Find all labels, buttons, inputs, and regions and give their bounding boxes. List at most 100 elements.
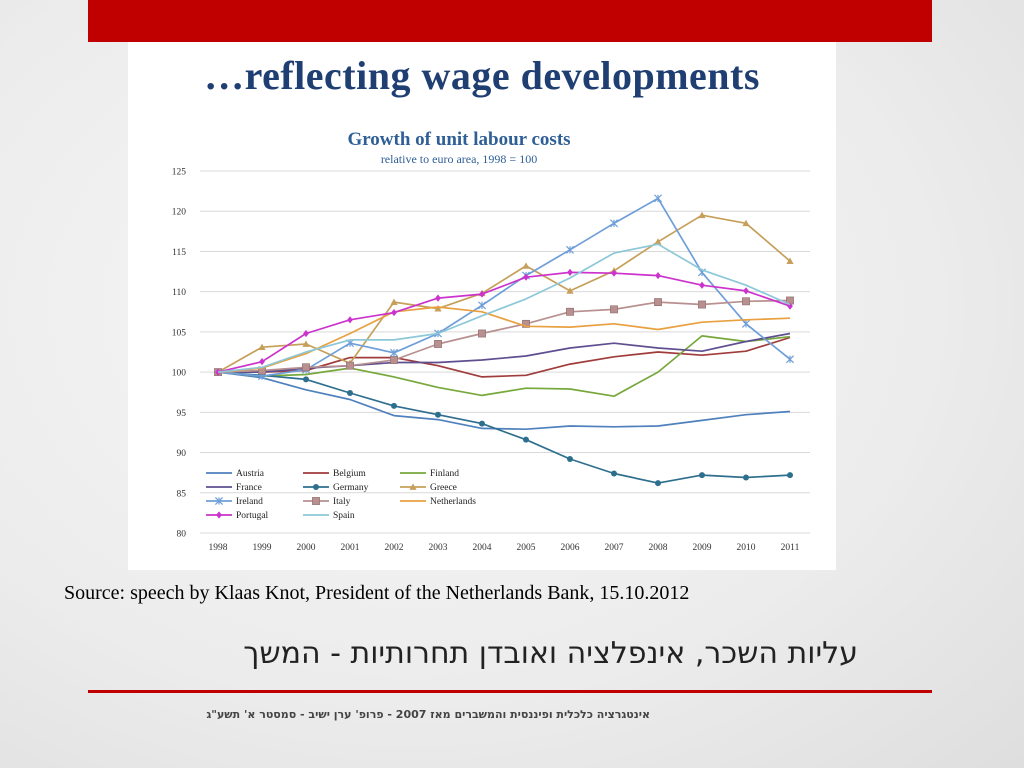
legend-item: Portugal xyxy=(206,511,269,521)
series-line-spain xyxy=(217,243,791,373)
data-point xyxy=(434,340,442,348)
data-point xyxy=(786,257,794,264)
x-tick-label: 2007 xyxy=(605,543,624,553)
legend-item: Netherlands xyxy=(400,497,476,507)
x-tick-label: 2005 xyxy=(517,543,536,553)
series-line-austria xyxy=(217,371,791,431)
chart-image: …reflecting wage developments Growth of … xyxy=(128,42,836,570)
data-point xyxy=(409,483,417,490)
legend-label: Italy xyxy=(333,497,351,507)
data-point xyxy=(302,340,310,347)
data-point xyxy=(312,497,320,505)
y-tick-label: 90 xyxy=(177,449,187,459)
data-point xyxy=(655,271,661,280)
data-point xyxy=(303,329,309,338)
data-point xyxy=(302,363,310,372)
data-point xyxy=(609,219,619,228)
legend-label: Ireland xyxy=(236,497,263,507)
data-point xyxy=(522,262,530,269)
data-point xyxy=(610,305,618,314)
legend-item: Belgium xyxy=(303,469,366,479)
data-point xyxy=(214,496,224,506)
data-point xyxy=(567,455,573,462)
legend-item: France xyxy=(206,483,262,493)
top-accent-bar xyxy=(88,0,932,42)
data-point xyxy=(611,470,617,477)
series-line-finland xyxy=(217,335,791,398)
x-tick-label: 2004 xyxy=(473,543,492,553)
data-point xyxy=(522,319,530,328)
series-spain xyxy=(217,243,791,373)
legend-item: Germany xyxy=(303,483,369,493)
data-point xyxy=(479,420,485,427)
chart-legend: Austria Belgium Finland France Germany Greece… xyxy=(206,469,476,521)
legend-item: Ireland xyxy=(206,496,263,507)
source-citation: Source: speech by Klaas Knot, President … xyxy=(64,582,690,604)
legend-item: Finland xyxy=(400,469,459,479)
data-point xyxy=(611,269,617,277)
chart-title: Growth of unit labour costs xyxy=(347,129,570,150)
data-point xyxy=(215,368,221,376)
data-point xyxy=(787,472,793,479)
data-point xyxy=(391,402,397,409)
slide-heading: …reflecting wage developments xyxy=(204,53,760,98)
data-point xyxy=(698,300,706,309)
data-point xyxy=(258,343,266,351)
x-tick-label: 2000 xyxy=(297,543,316,553)
data-point xyxy=(654,238,662,245)
data-point xyxy=(391,308,397,317)
y-tick-label: 105 xyxy=(172,328,187,338)
data-point xyxy=(566,307,574,316)
series-line-germany xyxy=(217,371,791,484)
y-tick-label: 120 xyxy=(172,208,187,218)
y-tick-label: 85 xyxy=(177,489,187,499)
data-point xyxy=(346,361,354,370)
x-tick-label: 1998 xyxy=(209,543,228,553)
x-tick-label: 2006 xyxy=(561,543,580,553)
legend-label: Belgium xyxy=(333,469,366,479)
data-point xyxy=(653,194,663,203)
data-point xyxy=(434,304,442,312)
data-point xyxy=(390,356,398,364)
legend-label: Spain xyxy=(333,511,355,521)
x-tick-label: 2008 xyxy=(649,543,668,553)
x-tick-label: 2003 xyxy=(429,543,448,553)
data-point xyxy=(785,355,795,364)
data-point xyxy=(390,298,398,306)
series-germany xyxy=(215,369,793,487)
data-point xyxy=(478,329,486,338)
series-line-ireland xyxy=(217,197,791,377)
x-tick-label: 2001 xyxy=(341,543,360,553)
data-point xyxy=(347,390,353,397)
legend-label: France xyxy=(236,483,262,493)
x-tick-label: 2009 xyxy=(693,543,712,553)
data-point xyxy=(743,474,749,481)
series-netherlands xyxy=(217,306,791,373)
y-tick-label: 95 xyxy=(177,409,187,419)
legend-item: Austria xyxy=(206,469,265,479)
series-italy xyxy=(214,296,794,377)
x-tick-label: 2002 xyxy=(385,543,404,553)
series-line-greece xyxy=(217,214,791,373)
y-tick-label: 100 xyxy=(172,369,187,379)
x-tick-label: 1999 xyxy=(253,543,272,553)
data-point xyxy=(742,297,750,306)
line-chart: Growth of unit labour costs relative to e… xyxy=(172,129,810,553)
data-point xyxy=(435,411,441,418)
chart-subtitle: relative to euro area, 1998 = 100 xyxy=(381,152,537,166)
data-point xyxy=(259,358,265,366)
slide-footer: אינטגרציה כלכלית ופיננסית והמשברים מאז 2… xyxy=(206,708,650,721)
legend-label: Portugal xyxy=(236,511,269,521)
x-tick-label: 2010 xyxy=(737,543,756,553)
series-line-italy xyxy=(217,299,791,373)
legend-label: Finland xyxy=(430,469,459,479)
x-tick-label: 2011 xyxy=(781,543,800,553)
data-point xyxy=(389,348,399,357)
series-finland xyxy=(217,335,791,398)
y-tick-label: 125 xyxy=(172,168,187,178)
data-point xyxy=(743,287,749,295)
data-point xyxy=(477,301,487,310)
series-austria xyxy=(217,371,791,431)
data-point xyxy=(216,511,222,519)
y-tick-label: 110 xyxy=(172,288,186,298)
